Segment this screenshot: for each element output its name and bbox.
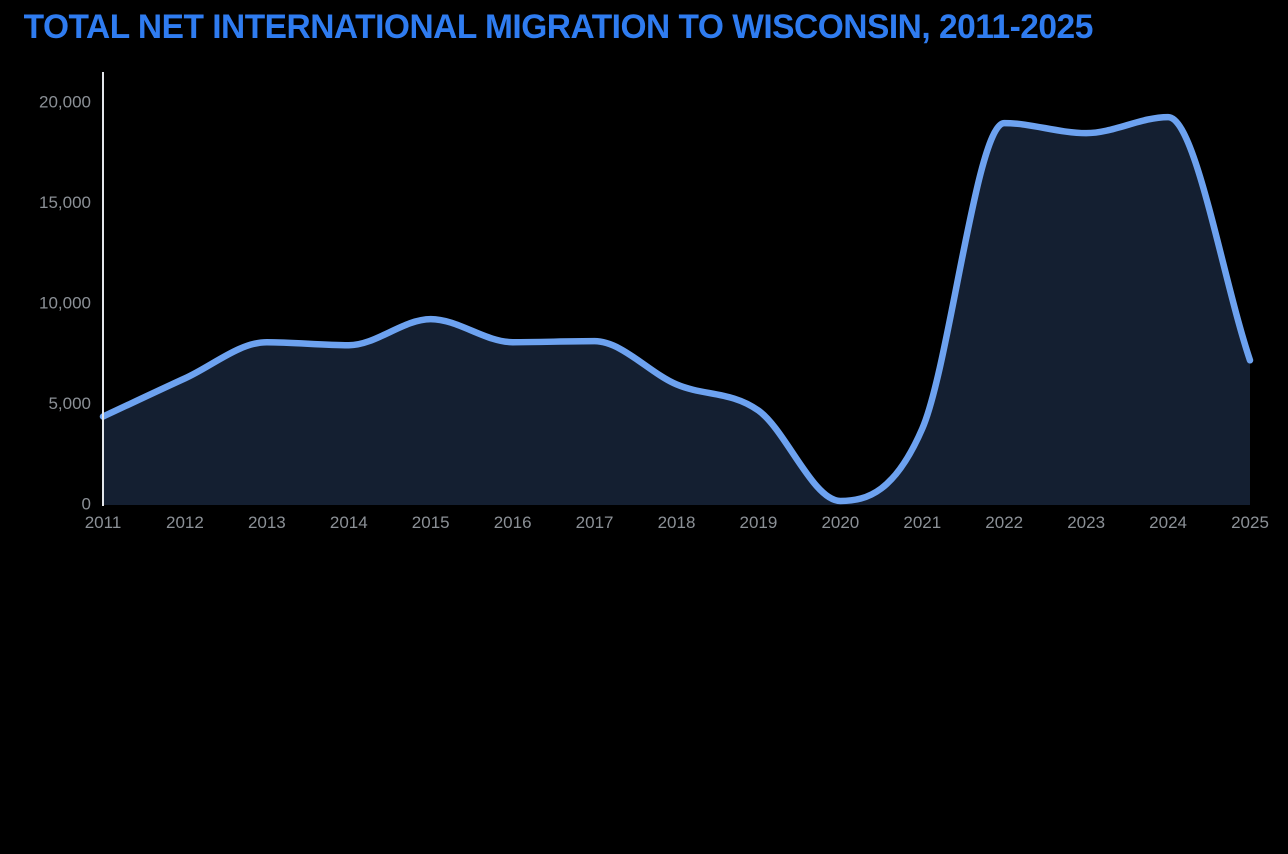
x-tick-label: 2011 — [85, 513, 122, 532]
area-fill — [103, 117, 1250, 505]
y-tick-label: 5,000 — [48, 394, 91, 413]
x-tick-label: 2016 — [494, 513, 532, 532]
x-tick-label: 2018 — [658, 513, 696, 532]
x-tick-label: 2015 — [412, 513, 450, 532]
x-tick-label: 2017 — [576, 513, 614, 532]
y-tick-label: 0 — [82, 494, 91, 513]
migration-area-chart: 0 5,000 10,000 15,000 20,000 2011 2012 2013 2014… — [39, 72, 1269, 532]
x-tick-label: 2012 — [166, 513, 204, 532]
x-tick-label: 2013 — [248, 513, 286, 532]
x-tick-label: 2019 — [740, 513, 778, 532]
trend-line — [99, 113, 1254, 505]
x-tick-label: 2024 — [1149, 513, 1187, 532]
x-tick-label: 2023 — [1067, 513, 1105, 532]
y-tick-label: 15,000 — [39, 193, 91, 212]
y-tick-label: 10,000 — [39, 293, 91, 312]
x-tick-label: 2020 — [821, 513, 859, 532]
x-tick-label: 2025 — [1231, 513, 1269, 532]
x-tick-label: 2021 — [903, 513, 941, 532]
y-tick-label: 20,000 — [39, 92, 91, 111]
x-tick-label: 2022 — [985, 513, 1023, 532]
chart-title: TOTAL NET INTERNATIONAL MIGRATION TO WIS… — [23, 8, 1094, 46]
x-tick-label: 2014 — [330, 513, 368, 532]
chart-container: 0 5,000 10,000 15,000 20,000 2011 2012 2013 2014… — [39, 72, 1269, 532]
